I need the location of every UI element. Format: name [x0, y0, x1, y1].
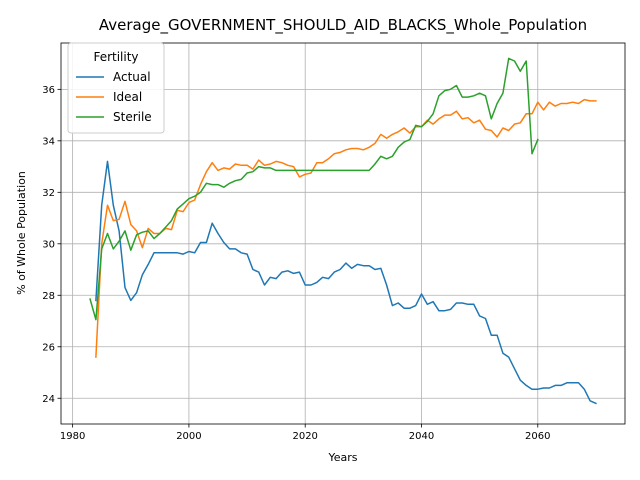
x-axis-ticks: 1980 2000 2020 2040 2060: [60, 424, 551, 442]
x-tick-label: 2000: [176, 431, 201, 442]
series-lines: [89, 57, 597, 405]
x-axis-label: Years: [327, 451, 357, 464]
y-axis-label: % of Whole Population: [15, 171, 28, 295]
legend-label-ideal: Ideal: [113, 90, 142, 104]
legend-label-sterile: Sterile: [113, 110, 152, 124]
series-line-sterile: [89, 57, 539, 321]
y-tick-label: 34: [42, 136, 55, 147]
legend-label-actual: Actual: [113, 70, 151, 84]
y-axis-ticks: 24 26 28 30 32 34 36: [42, 85, 61, 405]
x-tick-label: 1980: [60, 431, 85, 442]
y-tick-label: 26: [42, 342, 55, 353]
x-tick-label: 2060: [525, 431, 550, 442]
y-tick-label: 30: [42, 239, 55, 250]
series-line-ideal: [95, 98, 597, 358]
legend-box: [67, 42, 165, 134]
x-tick-label: 2020: [292, 431, 317, 442]
chart-title: Average_GOVERNMENT_SHOULD_AID_BLACKS_Who…: [99, 16, 587, 35]
y-tick-label: 24: [42, 394, 55, 405]
legend: Fertility Actual Ideal Sterile: [67, 42, 165, 134]
x-tick-label: 2040: [409, 431, 434, 442]
series-line-actual: [95, 160, 597, 405]
y-tick-label: 28: [42, 291, 55, 302]
legend-title: Fertility: [93, 50, 138, 64]
y-tick-label: 32: [42, 188, 55, 199]
y-tick-label: 36: [42, 85, 55, 96]
plot-frame: [60, 42, 626, 425]
